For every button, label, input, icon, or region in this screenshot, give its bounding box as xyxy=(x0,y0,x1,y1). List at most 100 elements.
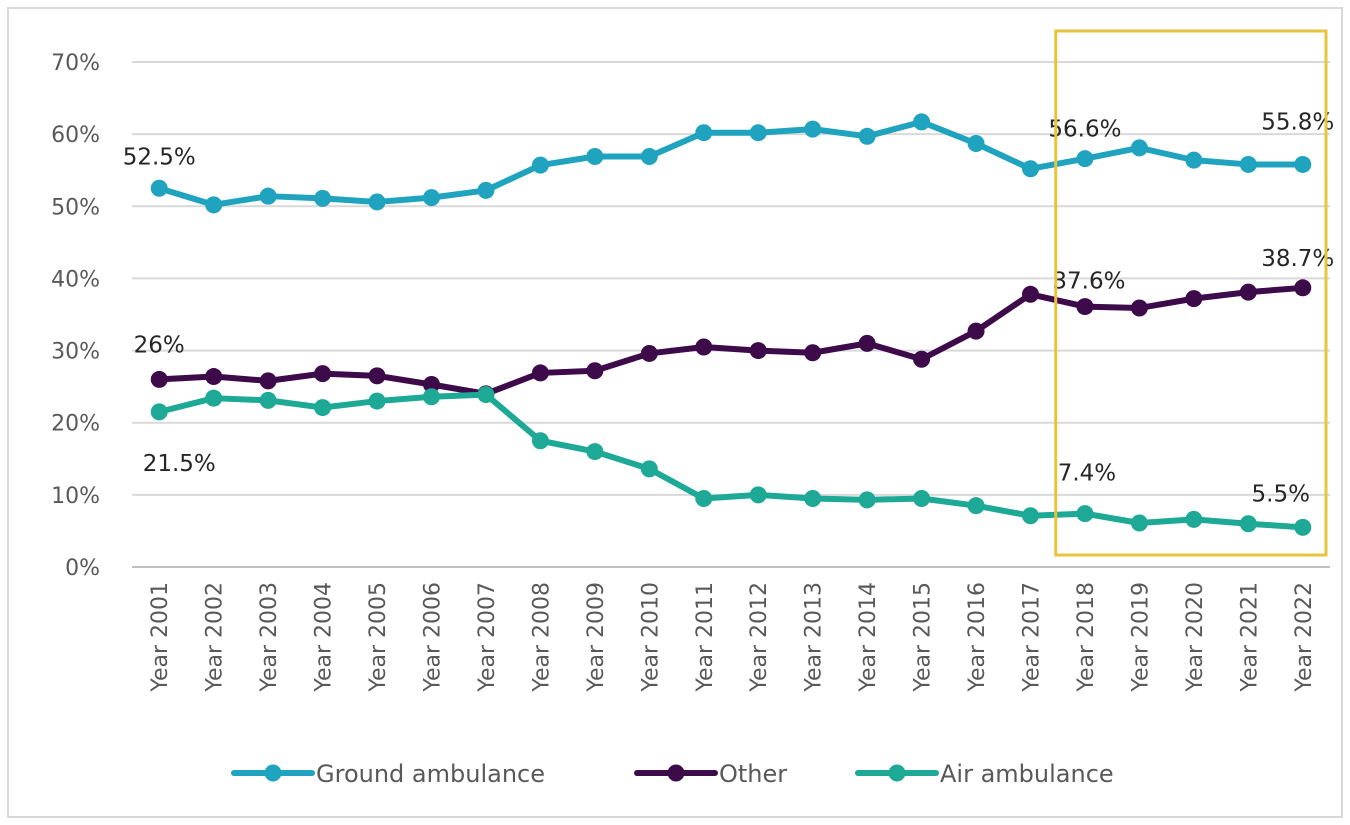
legend-swatch-marker xyxy=(667,764,685,782)
data-point xyxy=(1239,155,1257,173)
y-tick-label: 70% xyxy=(51,51,100,76)
data-point xyxy=(423,189,440,207)
data-point xyxy=(205,196,223,214)
x-tick-label: Year 2012 xyxy=(747,582,772,693)
data-point xyxy=(913,113,931,131)
data-point xyxy=(804,489,822,507)
data-point xyxy=(368,193,386,211)
data-point xyxy=(1022,285,1039,303)
data-point xyxy=(259,391,277,409)
x-tick-label: Year 2021 xyxy=(1237,582,1262,693)
x-tick-label: Year 2018 xyxy=(1074,582,1099,693)
data-point xyxy=(695,489,713,507)
data-point xyxy=(423,388,440,406)
data-point xyxy=(205,368,223,386)
data-point xyxy=(1130,139,1148,157)
data-point xyxy=(1294,155,1312,173)
data-point xyxy=(1022,160,1039,178)
data-point xyxy=(695,338,713,356)
x-tick-label: Year 2006 xyxy=(421,582,446,693)
x-tick-label: Year 2011 xyxy=(693,582,718,693)
data-point xyxy=(314,365,332,383)
series-line xyxy=(156,284,1306,397)
data-label: 52.5% xyxy=(123,144,196,170)
data-point xyxy=(477,181,495,199)
x-tick-label: Year 2022 xyxy=(1292,582,1317,693)
x-axis: Year 2001 Year 2002 Year 2003 Year 2004 Year… xyxy=(148,582,1317,693)
data-point xyxy=(150,403,168,421)
data-point xyxy=(586,362,604,380)
legend-swatch-marker xyxy=(888,764,906,782)
y-axis: 0% 10% 20% 30% 40% 50% 60% 70% xyxy=(51,51,100,581)
x-tick-label: Year 2014 xyxy=(856,582,881,693)
data-point xyxy=(967,497,985,515)
x-tick-label: Year 2008 xyxy=(529,582,554,693)
data-label: 38.7% xyxy=(1261,246,1334,272)
data-point xyxy=(314,399,332,417)
data-label: 55.8% xyxy=(1261,109,1334,135)
data-point xyxy=(749,486,767,504)
legend: Ground ambulance Other Air ambulance xyxy=(231,760,1114,788)
data-label: 56.6% xyxy=(1048,117,1121,143)
data-point xyxy=(259,372,277,390)
x-tick-label: Year 2019 xyxy=(1128,582,1153,693)
data-point xyxy=(1239,283,1257,301)
y-tick-label: 60% xyxy=(51,123,100,148)
x-tick-label: Year 2002 xyxy=(203,582,228,693)
x-tick-label: Year 2017 xyxy=(1020,582,1045,693)
data-point xyxy=(423,375,440,393)
y-tick-label: 40% xyxy=(51,267,100,292)
data-point xyxy=(1239,515,1257,533)
data-point xyxy=(259,187,277,205)
series-group xyxy=(150,113,1312,536)
data-point xyxy=(1076,298,1094,316)
data-point xyxy=(586,443,604,461)
y-tick-label: 10% xyxy=(51,484,100,509)
data-point xyxy=(804,120,822,138)
x-tick-label: Year 2013 xyxy=(802,582,827,693)
data-label: 37.6% xyxy=(1052,269,1125,295)
data-point xyxy=(749,342,767,360)
data-point xyxy=(695,124,713,142)
y-tick-label: 50% xyxy=(51,195,100,220)
data-point xyxy=(640,460,658,478)
data-point xyxy=(967,322,985,340)
data-point xyxy=(586,148,604,166)
data-point xyxy=(858,334,876,352)
gridlines xyxy=(132,61,1330,568)
data-point xyxy=(531,364,549,382)
data-point xyxy=(477,386,495,404)
data-point xyxy=(1294,518,1312,536)
data-point xyxy=(150,370,168,388)
x-tick-label: Year 2003 xyxy=(257,582,282,693)
x-tick-label: Year 2016 xyxy=(965,582,990,693)
data-point xyxy=(804,344,822,362)
data-point xyxy=(1185,151,1203,169)
data-point xyxy=(1076,505,1094,523)
y-tick-label: 0% xyxy=(65,556,100,581)
series-line xyxy=(156,391,1306,531)
data-point xyxy=(1022,507,1039,525)
legend-swatch-marker xyxy=(264,764,282,782)
data-point xyxy=(205,389,223,407)
x-tick-label: Year 2004 xyxy=(312,582,337,693)
data-point xyxy=(1130,299,1148,317)
data-point xyxy=(314,189,332,207)
x-tick-label: Year 2007 xyxy=(475,582,500,693)
data-point xyxy=(150,179,168,197)
data-point xyxy=(1185,290,1203,308)
data-point xyxy=(531,432,549,450)
highlight-rect xyxy=(1054,29,1328,557)
data-point xyxy=(913,350,931,368)
x-tick-label: Year 2009 xyxy=(584,582,609,693)
legend-label: Ground ambulance xyxy=(316,760,545,788)
data-point xyxy=(858,491,876,509)
y-tick-label: 30% xyxy=(51,340,100,365)
data-point xyxy=(1185,510,1203,528)
x-tick-label: Year 2015 xyxy=(911,582,936,693)
x-tick-label: Year 2020 xyxy=(1183,582,1208,693)
highlight-box xyxy=(1054,29,1328,557)
legend-label: Air ambulance xyxy=(940,760,1114,788)
data-label: 5.5% xyxy=(1252,481,1310,507)
